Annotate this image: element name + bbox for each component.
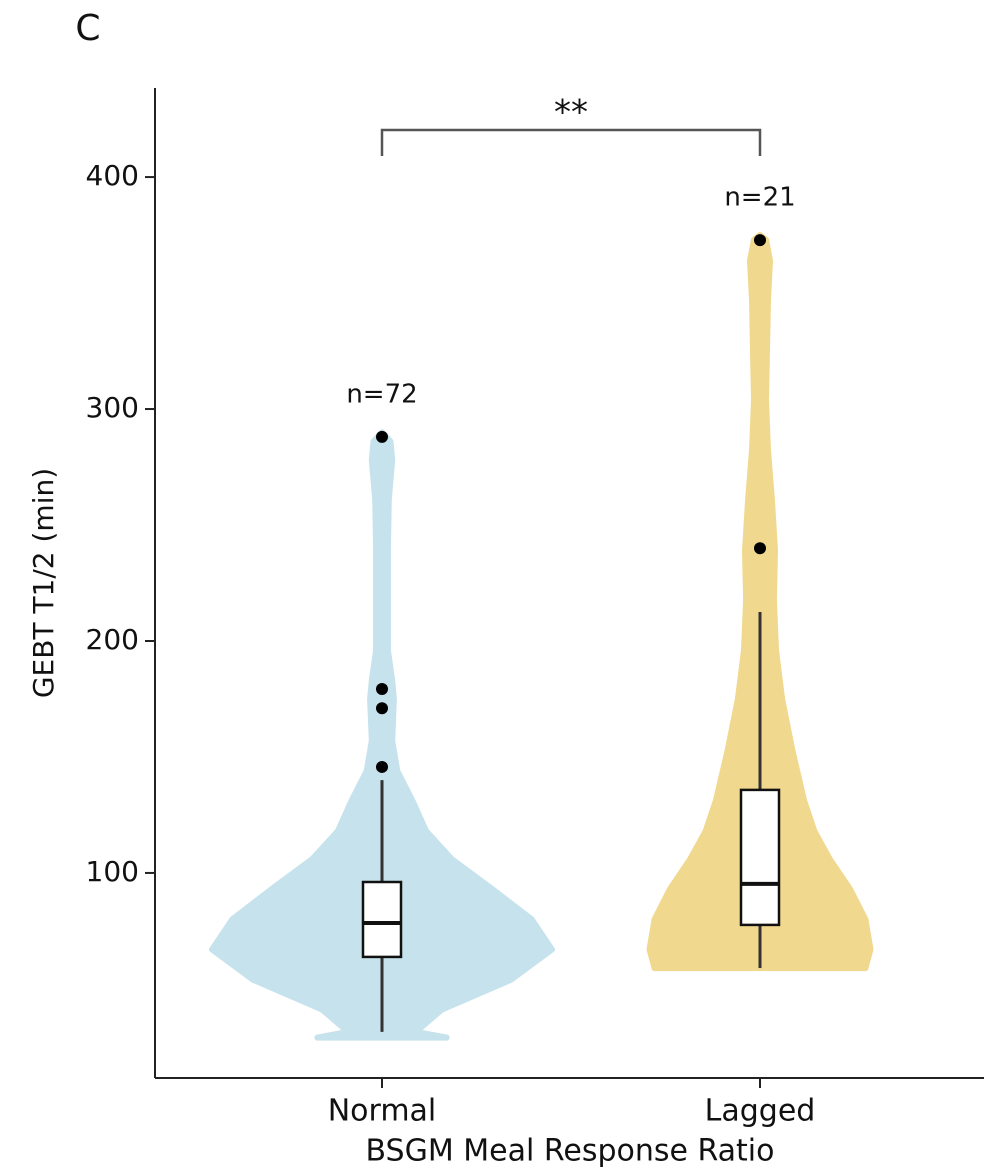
y-tick-label: 100 bbox=[86, 855, 139, 888]
significance-bracket bbox=[380, 128, 762, 156]
outlier bbox=[376, 760, 388, 773]
outlier bbox=[376, 430, 388, 443]
y-tick-label: 200 bbox=[86, 623, 139, 656]
panel-label: C bbox=[75, 8, 100, 49]
box bbox=[361, 880, 403, 959]
outlier bbox=[376, 702, 388, 715]
n-label: n=72 bbox=[346, 379, 417, 409]
outlier bbox=[376, 683, 388, 696]
n-label: n=21 bbox=[724, 183, 795, 213]
y-axis-label: GEBT T1/2 (min) bbox=[27, 468, 60, 698]
x-tick-label: Normal bbox=[328, 1094, 437, 1129]
box bbox=[739, 788, 781, 927]
significance-label: ** bbox=[554, 93, 588, 133]
y-tick-label: 300 bbox=[86, 391, 139, 424]
outlier bbox=[754, 234, 766, 247]
y-tick-label: 400 bbox=[86, 159, 139, 192]
x-axis-label: BSGM Meal Response Ratio bbox=[366, 1134, 775, 1169]
x-tick-label: Lagged bbox=[705, 1094, 816, 1129]
outlier bbox=[754, 542, 766, 555]
